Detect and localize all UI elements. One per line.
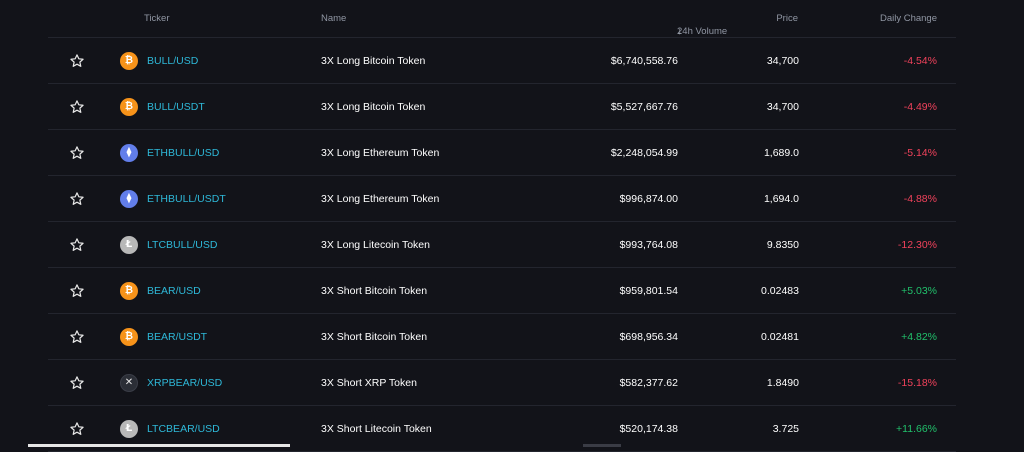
star-icon[interactable] <box>69 283 85 299</box>
ethereum-icon: ⧫ <box>120 189 138 208</box>
ticker-link[interactable]: XRPBEAR/USD <box>147 376 223 389</box>
bitcoin-icon: ₿ <box>120 97 138 116</box>
ethereum-icon: ⧫ <box>120 143 138 162</box>
bitcoin-icon: ₿ <box>120 327 138 346</box>
volume-value: $993,764.08 <box>619 238 678 251</box>
header-price[interactable]: Price <box>776 13 798 24</box>
daily-change-value: -12.30% <box>897 238 937 251</box>
token-name: 3X Short Bitcoin Token <box>321 284 428 297</box>
table-row[interactable]: Ł LTCBULL/USD 3X Long Litecoin Token $993,7… <box>48 222 956 268</box>
token-name: 3X Long Ethereum Token <box>321 146 440 159</box>
price-value: 1,694.0 <box>763 192 799 205</box>
litecoin-icon: Ł <box>120 235 138 254</box>
header-volume-label: 24h Volume <box>677 26 728 37</box>
volume-value: $582,377.62 <box>619 376 678 389</box>
table-body: ₿ BULL/USD 3X Long Bitcoin Token $6,740,558… <box>48 38 956 452</box>
star-icon[interactable] <box>69 191 85 207</box>
daily-change-value: -4.49% <box>903 100 937 113</box>
daily-change-value: -4.88% <box>903 192 937 205</box>
token-name: 3X Long Ethereum Token <box>321 192 440 205</box>
volume-value: $5,527,667.76 <box>610 100 678 113</box>
litecoin-icon: Ł <box>120 419 138 438</box>
table-row[interactable]: ⧫ ETHBULL/USDT 3X Long Ethereum Token $996,… <box>48 176 956 222</box>
token-name: 3X Short Litecoin Token <box>321 422 432 435</box>
table-header: Ticker Name ↓ 24h Volume Price Daily Chan… <box>48 0 956 38</box>
daily-change-value: -4.54% <box>903 54 937 67</box>
header-name[interactable]: Name <box>321 13 347 24</box>
ticker-link[interactable]: BULL/USDT <box>147 100 205 113</box>
table-row[interactable]: ₿ BEAR/USDT 3X Short Bitcoin Token $698,956… <box>48 314 956 360</box>
daily-change-value: +11.66% <box>896 422 937 435</box>
ticker-link[interactable]: BEAR/USD <box>147 284 201 297</box>
table-row[interactable]: ₿ BEAR/USD 3X Short Bitcoin Token $959,801.… <box>48 268 956 314</box>
ticker-link[interactable]: BEAR/USDT <box>147 330 208 343</box>
price-value: 3.725 <box>772 422 799 435</box>
volume-value: $6,740,558.76 <box>610 54 678 67</box>
price-value: 34,700 <box>766 54 799 67</box>
xrp-icon: ✕ <box>120 373 138 392</box>
table-row[interactable]: ₿ BULL/USD 3X Long Bitcoin Token $6,740,558… <box>48 38 956 84</box>
token-name: 3X Long Litecoin Token <box>321 238 430 251</box>
token-name: 3X Short XRP Token <box>321 376 417 389</box>
volume-value: $698,956.34 <box>619 330 678 343</box>
header-daily-change[interactable]: Daily Change <box>879 13 937 24</box>
table-row[interactable]: ₿ BULL/USDT 3X Long Bitcoin Token $5,527,66… <box>48 84 956 130</box>
header-ticker[interactable]: Ticker <box>144 13 170 24</box>
volume-value: $520,174.38 <box>619 422 678 435</box>
daily-change-value: +4.82% <box>901 330 937 343</box>
daily-change-value: +5.03% <box>901 284 937 297</box>
ticker-link[interactable]: LTCBULL/USD <box>147 238 218 251</box>
horizontal-scrollbar[interactable] <box>0 444 1024 447</box>
scrollbar-thumb[interactable] <box>28 444 290 447</box>
star-icon[interactable] <box>69 145 85 161</box>
bitcoin-icon: ₿ <box>120 281 138 300</box>
bitcoin-icon: ₿ <box>120 51 138 70</box>
token-name: 3X Short Bitcoin Token <box>321 330 428 343</box>
daily-change-value: -5.14% <box>903 146 937 159</box>
price-value: 1.8490 <box>766 376 799 389</box>
token-name: 3X Long Bitcoin Token <box>321 100 426 113</box>
volume-value: $959,801.54 <box>619 284 678 297</box>
star-icon[interactable] <box>69 53 85 69</box>
volume-value: $2,248,054.99 <box>610 146 678 159</box>
sort-down-arrow-icon: ↓ <box>677 26 682 37</box>
price-value: 34,700 <box>766 100 799 113</box>
token-name: 3X Long Bitcoin Token <box>321 54 426 67</box>
table-row[interactable]: ✕ XRPBEAR/USD 3X Short XRP Token $582,377.6… <box>48 360 956 406</box>
price-value: 9.8350 <box>766 238 799 251</box>
price-value: 1,689.0 <box>763 146 799 159</box>
table-row[interactable]: ⧫ ETHBULL/USD 3X Long Ethereum Token $2,248… <box>48 130 956 176</box>
ticker-link[interactable]: ETHBULL/USDT <box>147 192 226 205</box>
star-icon[interactable] <box>69 329 85 345</box>
price-value: 0.02483 <box>761 284 799 297</box>
star-icon[interactable] <box>69 99 85 115</box>
ticker-link[interactable]: ETHBULL/USD <box>147 146 220 159</box>
ticker-link[interactable]: BULL/USD <box>147 54 199 67</box>
daily-change-value: -15.18% <box>897 376 937 389</box>
volume-value: $996,874.00 <box>619 192 678 205</box>
markets-table: Ticker Name ↓ 24h Volume Price Daily Chan… <box>48 0 956 452</box>
star-icon[interactable] <box>69 421 85 437</box>
star-icon[interactable] <box>69 375 85 391</box>
ticker-link[interactable]: LTCBEAR/USD <box>147 422 220 435</box>
scrollbar-segment <box>583 444 621 447</box>
price-value: 0.02481 <box>761 330 799 343</box>
star-icon[interactable] <box>69 237 85 253</box>
